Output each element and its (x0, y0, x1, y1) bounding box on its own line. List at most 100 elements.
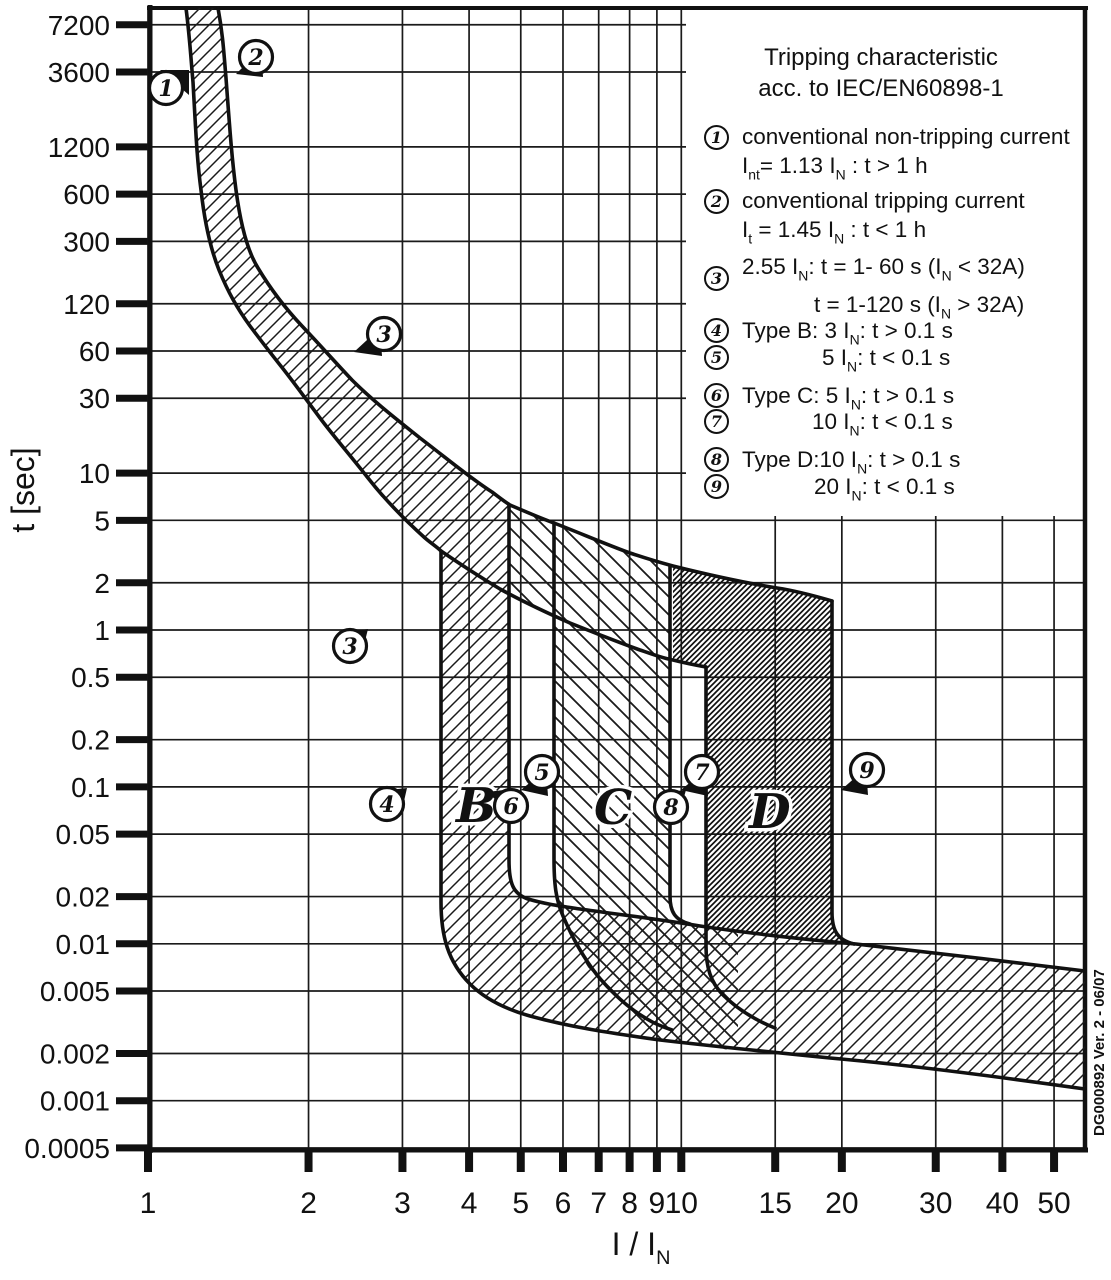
legend-item-5-line1: 5 IN: t < 0.1 s (822, 345, 951, 375)
marker-number: 3 (342, 634, 357, 660)
marker-number: 1 (158, 76, 173, 102)
legend-item-2-line1: conventional tripping current (742, 188, 1025, 213)
legend-item-3-line2: t = 1-120 s (IN > 32A) (814, 292, 1025, 322)
marker-circle (331, 627, 369, 665)
plot-frame (147, 5, 1088, 1153)
legend-title-line1: Tripping characteristic (764, 44, 998, 71)
x-tick-label-50: 50 (1037, 1187, 1070, 1220)
c-max-line (668, 564, 692, 926)
marker-number: 2 (247, 45, 263, 71)
x-tick-label-9: 9 (649, 1187, 666, 1220)
y-axis-title: t [sec] (5, 447, 41, 532)
legend-circle-7: 7 (704, 409, 729, 434)
b-max-and-floor-max-line (507, 503, 1087, 973)
legend-item-9-line1: 20 IN: t < 0.1 s (814, 474, 955, 504)
legend-title: Tripping characteristic acc. to IEC/EN60… (690, 42, 1072, 104)
marker-1-0: 1 (147, 69, 189, 107)
y-tick-label-0.005: 0.005 (40, 976, 110, 1007)
legend-circle-5: 5 (704, 345, 729, 370)
marker-3-2: 3 (354, 315, 403, 356)
y-tick-label-60: 60 (79, 336, 110, 367)
b-min-and-floor-min-line (439, 549, 1087, 1091)
legend-circle-6: 6 (704, 383, 729, 408)
marker-4-4: 4 (368, 785, 407, 823)
y-tick-label-600: 600 (63, 179, 110, 210)
zone-c-area (509, 505, 738, 1052)
marker-8-8: 8 (652, 788, 690, 826)
x-tick-label-7: 7 (590, 1187, 607, 1220)
marker-circle (365, 315, 403, 353)
thermal-min-curve (184, 6, 708, 669)
marker-5-5: 5 (521, 753, 561, 796)
legend-item-5: 5 IN: t < 0.1 s (742, 343, 1092, 381)
zone-b-area (186, 8, 1085, 1089)
y-tick-label-0.002: 0.002 (40, 1038, 110, 1069)
legend-circle-9: 9 (704, 474, 729, 499)
c-min-line (552, 521, 674, 1032)
legend-item-6: Type C: 5 IN: t > 0.1 s (742, 381, 1092, 419)
legend-circle-4: 4 (704, 318, 729, 343)
legend-background (686, 10, 1081, 516)
legend-item-7-line1: 10 IN: t < 0.1 s (812, 409, 953, 439)
y-tick-label-300: 300 (63, 226, 110, 257)
document-number-watermark: DG000892 Ver. 2 - 06/07 (1091, 969, 1108, 1136)
x-tick-label-30: 30 (919, 1187, 952, 1220)
x-tick-label-8: 8 (621, 1187, 638, 1220)
legend-item-1-line1: conventional non-tripping current (742, 124, 1070, 149)
legend-item-3: 2.55 IN: t = 1- 60 s (IN < 32A) t = 1-12… (742, 252, 1092, 329)
zone-label-D: D (747, 784, 791, 840)
marker-circle (683, 753, 721, 791)
marker-circle (147, 69, 185, 107)
y-tick-label-2: 2 (94, 568, 110, 599)
legend-circle-3: 3 (704, 266, 729, 291)
zone-d-area (673, 566, 854, 944)
legend-item-8-line1: Type D:10 IN: t > 0.1 s (742, 447, 961, 477)
marker-number: 5 (534, 760, 549, 786)
zone-label-C: C (594, 780, 632, 836)
y-tick-label-0.0005: 0.0005 (24, 1133, 110, 1164)
marker-number: 7 (694, 760, 710, 786)
d-min-line (704, 665, 777, 1030)
legend-item-1: conventional non-tripping current Int= 1… (742, 122, 1092, 189)
legend-item-2-line2: It = 1.45 IN : t < 1 h (742, 217, 927, 247)
legend-item-4-line1: Type B: 3 IN: t > 0.1 s (742, 318, 953, 348)
x-tick-label-20: 20 (825, 1187, 858, 1220)
zone-label-B: B (454, 778, 497, 834)
y-tick-label-0.02: 0.02 (56, 882, 111, 913)
x-tick-label-6: 6 (555, 1187, 572, 1220)
marker-circle (368, 785, 406, 823)
y-tick-label-5: 5 (94, 505, 110, 536)
y-tick-label-0.001: 0.001 (40, 1086, 110, 1117)
x-tick-label-40: 40 (986, 1187, 1019, 1220)
legend-title-line2: acc. to IEC/EN60898-1 (758, 75, 1004, 102)
legend-circle-8: 8 (704, 447, 729, 472)
x-tick-label-1: 1 (140, 1187, 157, 1220)
y-tick-label-0.5: 0.5 (71, 662, 110, 693)
legend-item-4: Type B: 3 IN: t > 0.1 s (742, 316, 1092, 354)
y-tick-label-7200: 7200 (48, 10, 110, 41)
y-tick-label-1: 1 (94, 615, 110, 646)
marker-number: 6 (503, 794, 518, 820)
legend-item-9: 20 IN: t < 0.1 s (742, 472, 1092, 510)
marker-number: 4 (379, 792, 394, 818)
zone-letter-labels: B C D (451, 775, 795, 844)
x-tick-label-5: 5 (512, 1187, 529, 1220)
y-tick-label-0.1: 0.1 (71, 772, 110, 803)
d-max-line (830, 599, 856, 946)
x-tick-label-15: 15 (759, 1187, 792, 1220)
legend-item-7: 10 IN: t < 0.1 s (742, 407, 1092, 445)
y-tick-label-1200: 1200 (48, 132, 110, 163)
legend-item-2: conventional tripping current It = 1.45 … (742, 186, 1092, 253)
y-tick-label-0.01: 0.01 (56, 929, 111, 960)
x-tick-label-10: 10 (665, 1187, 698, 1220)
boundary-curves (184, 6, 1087, 1091)
x-tick-label-2: 2 (300, 1187, 317, 1220)
marker-6-6: 6 (487, 787, 530, 825)
y-tick-label-3600: 3600 (48, 57, 110, 88)
marker-circle (652, 788, 690, 826)
legend-item-3-line1: 2.55 IN: t = 1- 60 s (IN < 32A) (742, 254, 1025, 284)
marker-circle (492, 787, 530, 825)
